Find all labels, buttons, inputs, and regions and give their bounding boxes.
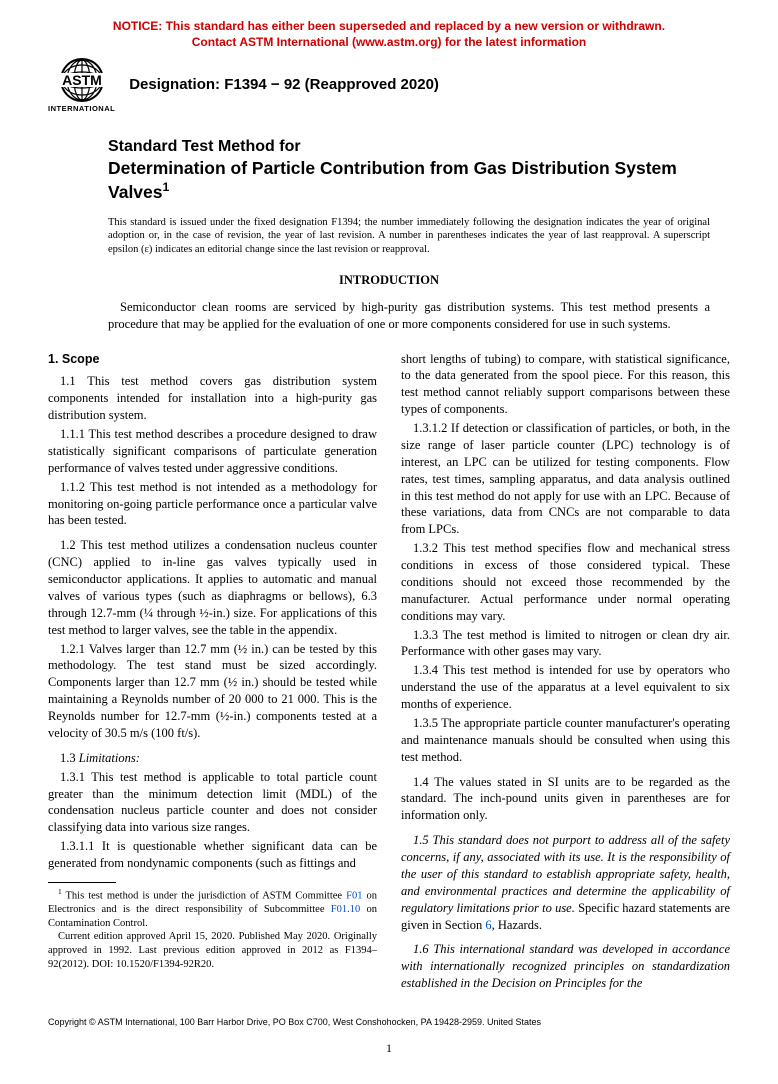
title-main: Determination of Particle Contribution f… — [108, 157, 730, 203]
para-1-3-1: 1.3.1 This test method is applicable to … — [48, 769, 377, 837]
para-1-1-2: 1.1.2 This test method is not intended a… — [48, 479, 377, 530]
astm-globe-icon: ASTM — [54, 56, 110, 106]
logo-label: INTERNATIONAL — [48, 104, 115, 114]
p1-3-num: 1.3 — [60, 751, 79, 765]
title-pre: Standard Test Method for — [108, 137, 730, 158]
para-1-6: 1.6 This international standard was deve… — [401, 941, 730, 992]
para-1-1-1: 1.1.1 This test method describes a proce… — [48, 426, 377, 477]
issuance-note: This standard is issued under the fixed … — [108, 216, 710, 256]
para-1-3-3: 1.3.3 The test method is limited to nitr… — [401, 627, 730, 661]
body-columns: 1. Scope 1.1 This test method covers gas… — [48, 351, 730, 993]
para-1-3-5: 1.3.5 The appropriate particle counter m… — [401, 715, 730, 766]
notice-banner: NOTICE: This standard has either been su… — [48, 18, 730, 50]
title-block: Standard Test Method for Determination o… — [108, 137, 730, 204]
page-number: 1 — [48, 1040, 730, 1056]
p1-3-text: Limitations: — [79, 751, 140, 765]
designation: Designation: F1394 − 92 (Reapproved 2020… — [129, 75, 439, 95]
page: NOTICE: This standard has either been su… — [0, 0, 778, 1084]
fn1-b: This test method is under the jurisdicti… — [62, 890, 346, 901]
para-1-3-1-2: 1.3.1.2 If detection or classification o… — [401, 420, 730, 538]
p1-5c: , Hazards. — [492, 918, 542, 932]
introduction-body: Semiconductor clean rooms are serviced b… — [108, 299, 710, 333]
astm-logo: ASTM INTERNATIONAL — [48, 56, 115, 114]
para-1-3-1-1: 1.3.1.1 It is questionable whether signi… — [48, 838, 377, 872]
notice-line2: Contact ASTM International (www.astm.org… — [192, 35, 586, 49]
para-1-4: 1.4 The values stated in SI units are to… — [401, 774, 730, 825]
para-1-2: 1.2 This test method utilizes a condensa… — [48, 537, 377, 638]
header-row: ASTM INTERNATIONAL Designation: F1394 − … — [48, 56, 730, 114]
introduction-head: INTRODUCTION — [48, 272, 730, 289]
para-1-2-1: 1.2.1 Valves larger than 12.7 mm (½ in.)… — [48, 641, 377, 742]
fn1-link-f01[interactable]: F01 — [346, 890, 362, 901]
copyright: Copyright © ASTM International, 100 Barr… — [48, 1016, 730, 1028]
para-1-3-4: 1.3.4 This test method is intended for u… — [401, 662, 730, 713]
title-main-text: Determination of Particle Contribution f… — [108, 158, 677, 202]
para-1-5: 1.5 This standard does not purport to ad… — [401, 832, 730, 933]
notice-line1: NOTICE: This standard has either been su… — [113, 19, 665, 33]
fn1-link-f0110[interactable]: F01.10 — [331, 904, 360, 915]
para-1-3-1-1b: short lengths of tubing) to compare, wit… — [401, 351, 730, 419]
footnote-1: 1 This test method is under the jurisdic… — [48, 887, 377, 930]
scope-head: 1. Scope — [48, 351, 377, 368]
title-sup: 1 — [163, 180, 170, 194]
para-1-3-2: 1.3.2 This test method specifies flow an… — [401, 540, 730, 624]
para-1-1: 1.1 This test method covers gas distribu… — [48, 373, 377, 424]
footnote-rule — [48, 882, 116, 883]
footnote-2: Current edition approved April 15, 2020.… — [48, 930, 377, 971]
para-1-3: 1.3 Limitations: — [48, 750, 377, 767]
svg-text:ASTM: ASTM — [62, 72, 102, 88]
